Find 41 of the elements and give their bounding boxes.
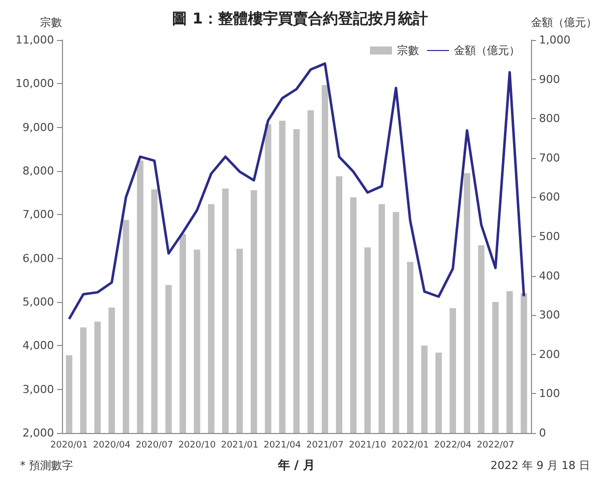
y-tick-label: 9,000 [22, 120, 54, 134]
y-tick-label: 3,000 [22, 382, 54, 396]
y-tick-label: 4,000 [22, 339, 54, 352]
y2-tick-label: 300 [539, 308, 560, 322]
y2-tick-label: 400 [539, 269, 560, 282]
y2-tick-label: 700 [539, 151, 560, 164]
x-tick-label: 2022/04 [434, 440, 472, 450]
line-series [68, 62, 526, 320]
x-axis-title: 年 / 月 [277, 458, 315, 472]
x-tick-label: 2020/01 [50, 440, 88, 450]
y2-tick-label: 200 [539, 348, 560, 361]
y-tick-label: 2,000 [22, 426, 54, 440]
x-tick-label: 2022/01 [392, 440, 429, 450]
y-tick-label: 11,000 [16, 34, 54, 46]
y2-tick-label: 600 [539, 190, 560, 204]
y2-tick-label: 900 [539, 72, 560, 86]
y2-tick-label: 0 [539, 426, 546, 440]
y-tick-label: 5,000 [22, 296, 54, 308]
x-tick-label: 2021/01 [220, 440, 258, 450]
x-tick-label: 2021/04 [264, 440, 302, 450]
x-tick-label: 2020/04 [93, 440, 131, 450]
legend-label: 宗數 [397, 44, 419, 57]
y2-tick-label: 1,000 [539, 34, 570, 46]
y2-tick-label: 500 [539, 230, 560, 243]
x-tick-label: 2020/07 [136, 440, 174, 450]
y-tick-label: 6,000 [22, 252, 54, 265]
y-tick-label: 7,000 [22, 208, 54, 222]
text: 2022 年 9 月 18 日 [490, 459, 590, 472]
y2-tick-label: 800 [539, 112, 560, 126]
y-tick-label: 10,000 [16, 77, 54, 90]
y-axis-title: 宗數 [40, 16, 62, 29]
y-tick-label: 8,000 [22, 164, 54, 178]
chart-title: 圖 1：整體樓宇買賣合約登記按月統計 [172, 10, 428, 28]
x-tick-label: 2021/10 [348, 440, 387, 450]
y2-axis-title: 金額（億元） [531, 16, 597, 29]
x-tick-label: 2021/07 [306, 440, 344, 450]
x-tick-label: 2022/07 [476, 440, 514, 450]
legend-label: 金額（億元） [454, 44, 520, 57]
y2-tick-label: 100 [539, 387, 560, 400]
text: * 預測數字 [20, 459, 73, 472]
x-tick-label: 2020/10 [178, 440, 216, 450]
